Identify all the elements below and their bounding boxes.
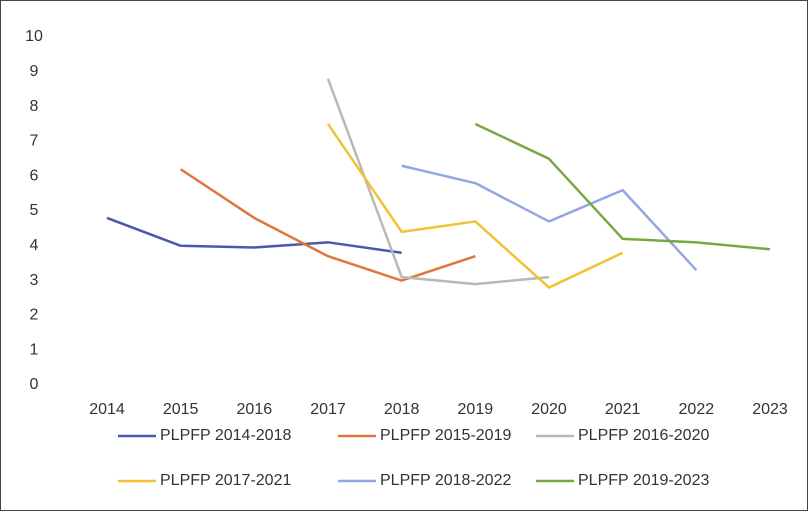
y-tick-label: 0 bbox=[30, 376, 39, 393]
y-tick-label: 6 bbox=[30, 167, 39, 184]
y-tick-label: 8 bbox=[30, 98, 39, 115]
legend-label: PLPFP 2019-2023 bbox=[578, 472, 709, 489]
y-tick-label: 5 bbox=[30, 202, 39, 219]
x-tick-label: 2014 bbox=[89, 401, 125, 418]
x-tick-label: 2015 bbox=[163, 401, 199, 418]
legend-label: PLPFP 2014-2018 bbox=[160, 427, 291, 444]
legend-label: PLPFP 2015-2019 bbox=[380, 427, 511, 444]
x-tick-label: 2023 bbox=[752, 401, 788, 418]
series-line bbox=[179, 168, 476, 282]
x-tick-label: 2020 bbox=[531, 401, 567, 418]
x-tick-label: 2017 bbox=[310, 401, 346, 418]
y-tick-label: 3 bbox=[30, 272, 39, 289]
y-tick-label: 4 bbox=[30, 237, 39, 254]
series-line bbox=[474, 122, 771, 251]
x-tick-label: 2016 bbox=[237, 401, 273, 418]
y-tick-label: 10 bbox=[25, 28, 43, 45]
y-tick-label: 2 bbox=[30, 307, 39, 324]
series-line bbox=[401, 164, 698, 272]
x-tick-label: 2019 bbox=[458, 401, 494, 418]
series-line bbox=[326, 123, 624, 289]
x-tick-label: 2018 bbox=[384, 401, 420, 418]
x-tick-label: 2021 bbox=[605, 401, 641, 418]
legend-label: PLPFP 2017-2021 bbox=[160, 472, 291, 489]
y-tick-label: 9 bbox=[30, 63, 39, 80]
y-tick-label: 1 bbox=[30, 341, 39, 358]
y-tick-label: 7 bbox=[30, 133, 39, 150]
legend-label: PLPFP 2016-2020 bbox=[578, 427, 709, 444]
x-tick-label: 2022 bbox=[679, 401, 715, 418]
series-line bbox=[106, 216, 402, 254]
legend-label: PLPFP 2018-2022 bbox=[380, 472, 511, 489]
